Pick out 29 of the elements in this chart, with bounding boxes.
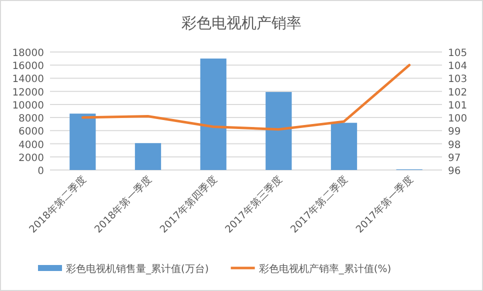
y-tick-label: 4000 [18, 140, 44, 151]
y2-tick-label: 101 [448, 100, 468, 112]
y-tick-label: 12000 [12, 87, 44, 98]
line-series [81, 64, 411, 131]
y2-tick-label: 103 [448, 74, 468, 86]
bar [266, 92, 292, 170]
y-tick-label: 8000 [18, 114, 44, 125]
y2-tick-label: 96 [448, 166, 461, 177]
y-tick-label: 0 [38, 166, 44, 177]
chart-title: 彩色电视机产销率 [182, 14, 302, 32]
y2-tick-label: 104 [448, 61, 468, 72]
y2-tick-label: 102 [448, 87, 468, 98]
y2-tick-label: 97 [448, 152, 461, 164]
y-tick-label: 6000 [18, 126, 44, 138]
y2-tick-label: 99 [448, 126, 461, 138]
y2-tick-label: 105 [448, 48, 468, 59]
y-tick-label: 14000 [12, 74, 44, 86]
y-tick-label: 2000 [18, 152, 44, 164]
y-tick-label: 16000 [12, 61, 44, 72]
y2-tick-label: 100 [448, 114, 468, 125]
y-tick-label: 10000 [12, 100, 44, 112]
legend-label: 彩色电视机产销率_累计值(%) [258, 263, 392, 275]
y2-tick-label: 98 [448, 140, 461, 151]
legend-label: 彩色电视机销售量_累计值(万台) [66, 263, 209, 275]
bar [200, 58, 226, 170]
bar [70, 114, 96, 170]
bar [134, 143, 162, 170]
bar [330, 122, 358, 170]
y-tick-label: 18000 [12, 48, 44, 59]
